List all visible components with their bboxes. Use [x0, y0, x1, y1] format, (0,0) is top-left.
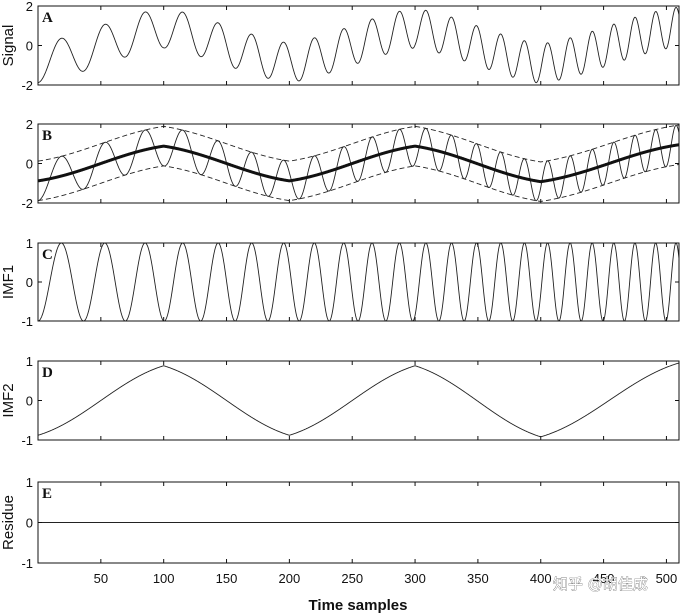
y-tick-label: 0 — [26, 394, 33, 409]
y-tick-label: 1 — [26, 354, 33, 369]
panel-letter-e: E — [42, 486, 52, 502]
series-imf1-line — [38, 243, 679, 321]
y-axis-label: Signal — [0, 25, 17, 67]
x-axis-label: Time samples — [309, 597, 408, 613]
y-tick-label: 1 — [26, 475, 33, 490]
y-tick-label: 1 — [26, 236, 33, 251]
panels-group: -202ASignal-202B-101CIMF1-101DIMF2-10150… — [0, 0, 680, 586]
series-group — [38, 243, 679, 321]
y-tick-label: 0 — [26, 275, 33, 290]
panel-frame — [37, 242, 680, 322]
x-tick-label: 500 — [656, 571, 678, 586]
x-tick-label: 450 — [593, 571, 615, 586]
series-signal-line — [38, 124, 679, 202]
x-tick-label: 150 — [216, 571, 238, 586]
y-tick-label: -1 — [21, 314, 33, 329]
x-tick-label: 50 — [94, 571, 108, 586]
series-group — [38, 362, 679, 438]
x-tick-label: 100 — [153, 571, 175, 586]
x-tick-label: 250 — [341, 571, 363, 586]
x-tick-label: 300 — [404, 571, 426, 586]
y-axis-label: Residue — [0, 495, 17, 550]
panel-letter-a: A — [42, 10, 53, 26]
panel-b: -2 0 2B — [21, 117, 680, 211]
y-tick-label: 2 — [26, 117, 33, 132]
panel-letter-b: B — [42, 128, 52, 144]
series-upper-envelope-line — [38, 124, 679, 163]
series-envelope-mean-line — [38, 143, 679, 184]
panel-c: -1 0 1C IMF1 — [0, 236, 680, 329]
y-tick-label: 0 — [26, 157, 33, 172]
x-tick-label: 350 — [467, 571, 489, 586]
y-tick-label: -2 — [21, 78, 33, 93]
series-group — [38, 6, 679, 84]
panel-d: -1 0 1D IMF2 — [0, 354, 680, 448]
y-tick-label: -2 — [21, 196, 33, 211]
y-tick-label: 0 — [26, 39, 33, 54]
panel-frame — [37, 360, 680, 441]
series-group — [38, 124, 679, 202]
y-tick-label: -1 — [21, 556, 33, 571]
panel-letter-d: D — [42, 365, 53, 381]
panel-frame — [37, 123, 680, 204]
y-tick-label: 2 — [26, 0, 33, 14]
series-imf2-line — [38, 362, 679, 438]
y-tick-label: 0 — [26, 516, 33, 531]
x-tick-label: 400 — [530, 571, 552, 586]
panel-frame — [37, 5, 680, 86]
y-tick-label: -1 — [21, 433, 33, 448]
series-signal-line — [38, 6, 679, 84]
y-axis-label: IMF1 — [0, 265, 17, 299]
panel-a: -2 0 2A Signal — [0, 0, 680, 93]
y-axis-label: IMF2 — [0, 383, 17, 417]
panel-letter-c: C — [42, 247, 53, 263]
series-lower-envelope-line — [38, 164, 679, 202]
watermark-text: 知乎 @胡佳成 — [553, 575, 648, 593]
x-tick-label: 200 — [279, 571, 301, 586]
